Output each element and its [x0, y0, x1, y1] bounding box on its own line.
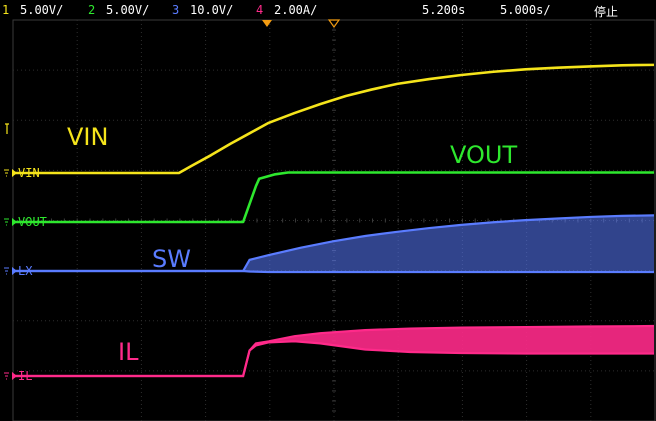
channel-tag-il: IL: [18, 369, 32, 383]
ground-vout-icon: [4, 218, 9, 226]
trace-vin: [12, 63, 655, 175]
channel-tag-sw: LX: [18, 264, 33, 278]
ch1-scale: 5.00V/: [20, 3, 64, 17]
waveform-label-sw: SW: [152, 245, 191, 273]
trigger-position-marker: [262, 20, 272, 27]
trace-vout: [12, 171, 654, 224]
ch3-number: 3: [172, 3, 180, 17]
ch4-scale: 2.00A/: [274, 3, 318, 17]
offset-vout-marker: [12, 218, 17, 226]
ch3-scale: 10.0V/: [190, 3, 234, 17]
ch4-number: 4: [256, 3, 264, 17]
waveform-label-il: IL: [118, 338, 139, 366]
ground-sw-icon: [4, 267, 9, 275]
waveform-label-vin: VIN: [67, 123, 108, 151]
run-state[interactable]: 停止: [594, 5, 619, 19]
ground-il-icon: [4, 372, 9, 380]
ch2-number: 2: [88, 3, 96, 17]
waveform-label-vout: VOUT: [450, 141, 517, 169]
offset-vin-marker: [12, 169, 17, 177]
ch1-number: 1: [2, 3, 10, 17]
ch2-scale: 5.00V/: [106, 3, 150, 17]
offset-il-marker: [12, 372, 17, 380]
trace-il-lower: [12, 340, 654, 378]
ground-vin-icon: [4, 169, 9, 177]
time-position: 5.200s: [422, 3, 466, 17]
time-scale: 5.000s/: [500, 3, 551, 17]
trace-sw-envelope: [243, 215, 654, 273]
trigger-level-marker: [5, 123, 9, 134]
channel-tag-vin: VIN: [18, 166, 40, 180]
trace-sw-lower: [12, 269, 654, 274]
channel-tag-vout: VOUT: [18, 215, 47, 229]
offset-sw-marker: [12, 267, 17, 275]
delay-marker: [327, 19, 341, 29]
status-bar: 1 5.00V/ 2 5.00V/ 3 10.0V/ 4 2.00A/ 5.20…: [0, 0, 656, 20]
trace-sw-upper: [12, 214, 655, 273]
trace-il-envelope: [243, 326, 654, 376]
